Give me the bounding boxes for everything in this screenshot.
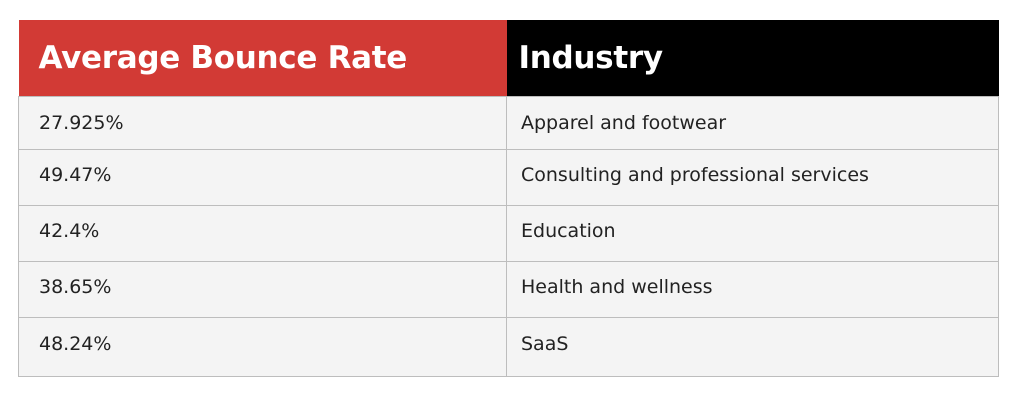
bounce-rate-table: Average Bounce Rate Industry 27.925% Appa… xyxy=(18,20,999,377)
industry-cell: Consulting and professional services xyxy=(506,149,999,206)
table-row: 48.24% SaaS xyxy=(18,317,999,377)
industry-cell: Apparel and footwear xyxy=(506,96,999,150)
bounce-rate-cell: 49.47% xyxy=(18,149,507,206)
table-row: 27.925% Apparel and footwear xyxy=(18,96,999,150)
industry-cell: SaaS xyxy=(506,317,999,377)
bounce-rate-cell: 48.24% xyxy=(18,317,507,377)
industry-cell: Health and wellness xyxy=(506,261,999,318)
table-row: 42.4% Education xyxy=(18,205,999,262)
header-cell: Industry xyxy=(506,20,999,97)
table-row: 38.65% Health and wellness xyxy=(18,261,999,318)
table-row: 49.47% Consulting and professional servic… xyxy=(18,149,999,206)
bounce-rate-cell: 42.4% xyxy=(18,205,507,262)
bounce-rate-cell: 38.65% xyxy=(18,261,507,318)
industry-cell: Education xyxy=(506,205,999,262)
table-body: 27.925% Apparel and footwear 49.47% Consult… xyxy=(18,96,999,377)
bounce-rate-cell: 27.925% xyxy=(18,96,507,150)
table-header: Average Bounce Rate Industry xyxy=(18,20,999,97)
header-cell: Average Bounce Rate xyxy=(18,20,507,97)
header-row: Average Bounce Rate Industry xyxy=(18,20,999,97)
